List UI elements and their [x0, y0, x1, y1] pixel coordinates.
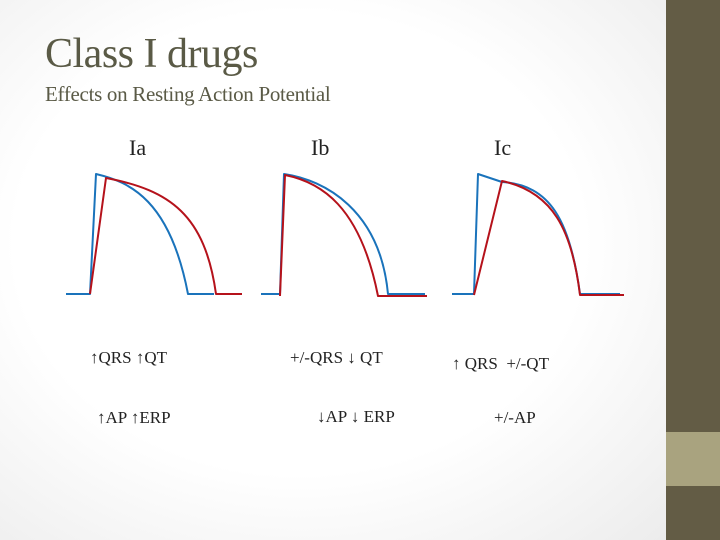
ib-effect-ap-erp: ↓AP ↓ ERP [317, 407, 395, 426]
ia-effect-qrs-qt: ↑QRS ↑QT [90, 348, 167, 367]
slide-canvas [0, 0, 666, 540]
panel-ia-curves [66, 173, 242, 295]
panel-ic-curves [452, 173, 624, 296]
side-bar-accent [666, 432, 720, 486]
panel-label-ib: Ib [311, 135, 330, 160]
ib-effect-qrs-qt: +/-QRS ↓ QT [290, 348, 383, 367]
action-potential-diagrams [66, 173, 624, 297]
ic-baseline-curve [452, 173, 620, 295]
ia-drug-curve [89, 177, 242, 295]
ic-effect-ap: +/-AP [494, 408, 536, 427]
panel-ib-curves [261, 173, 427, 297]
side-bar-bottom [666, 486, 720, 540]
ia-baseline-curve [66, 173, 214, 295]
side-bar-top [666, 0, 720, 432]
panel-label-ic: Ic [494, 135, 512, 160]
panel-label-ia: Ia [129, 135, 147, 160]
ib-baseline-curve [261, 173, 425, 295]
ia-effect-ap-erp: ↑AP ↑ERP [97, 408, 171, 427]
slide-title: Class I drugs [45, 31, 258, 77]
slide-subtitle: Effects on Resting Action Potential [45, 82, 331, 106]
ib-drug-curve [279, 174, 427, 297]
ic-effect-qrs-qt: ↑ QRS +/-QT [452, 354, 549, 373]
ic-drug-curve [473, 180, 624, 296]
